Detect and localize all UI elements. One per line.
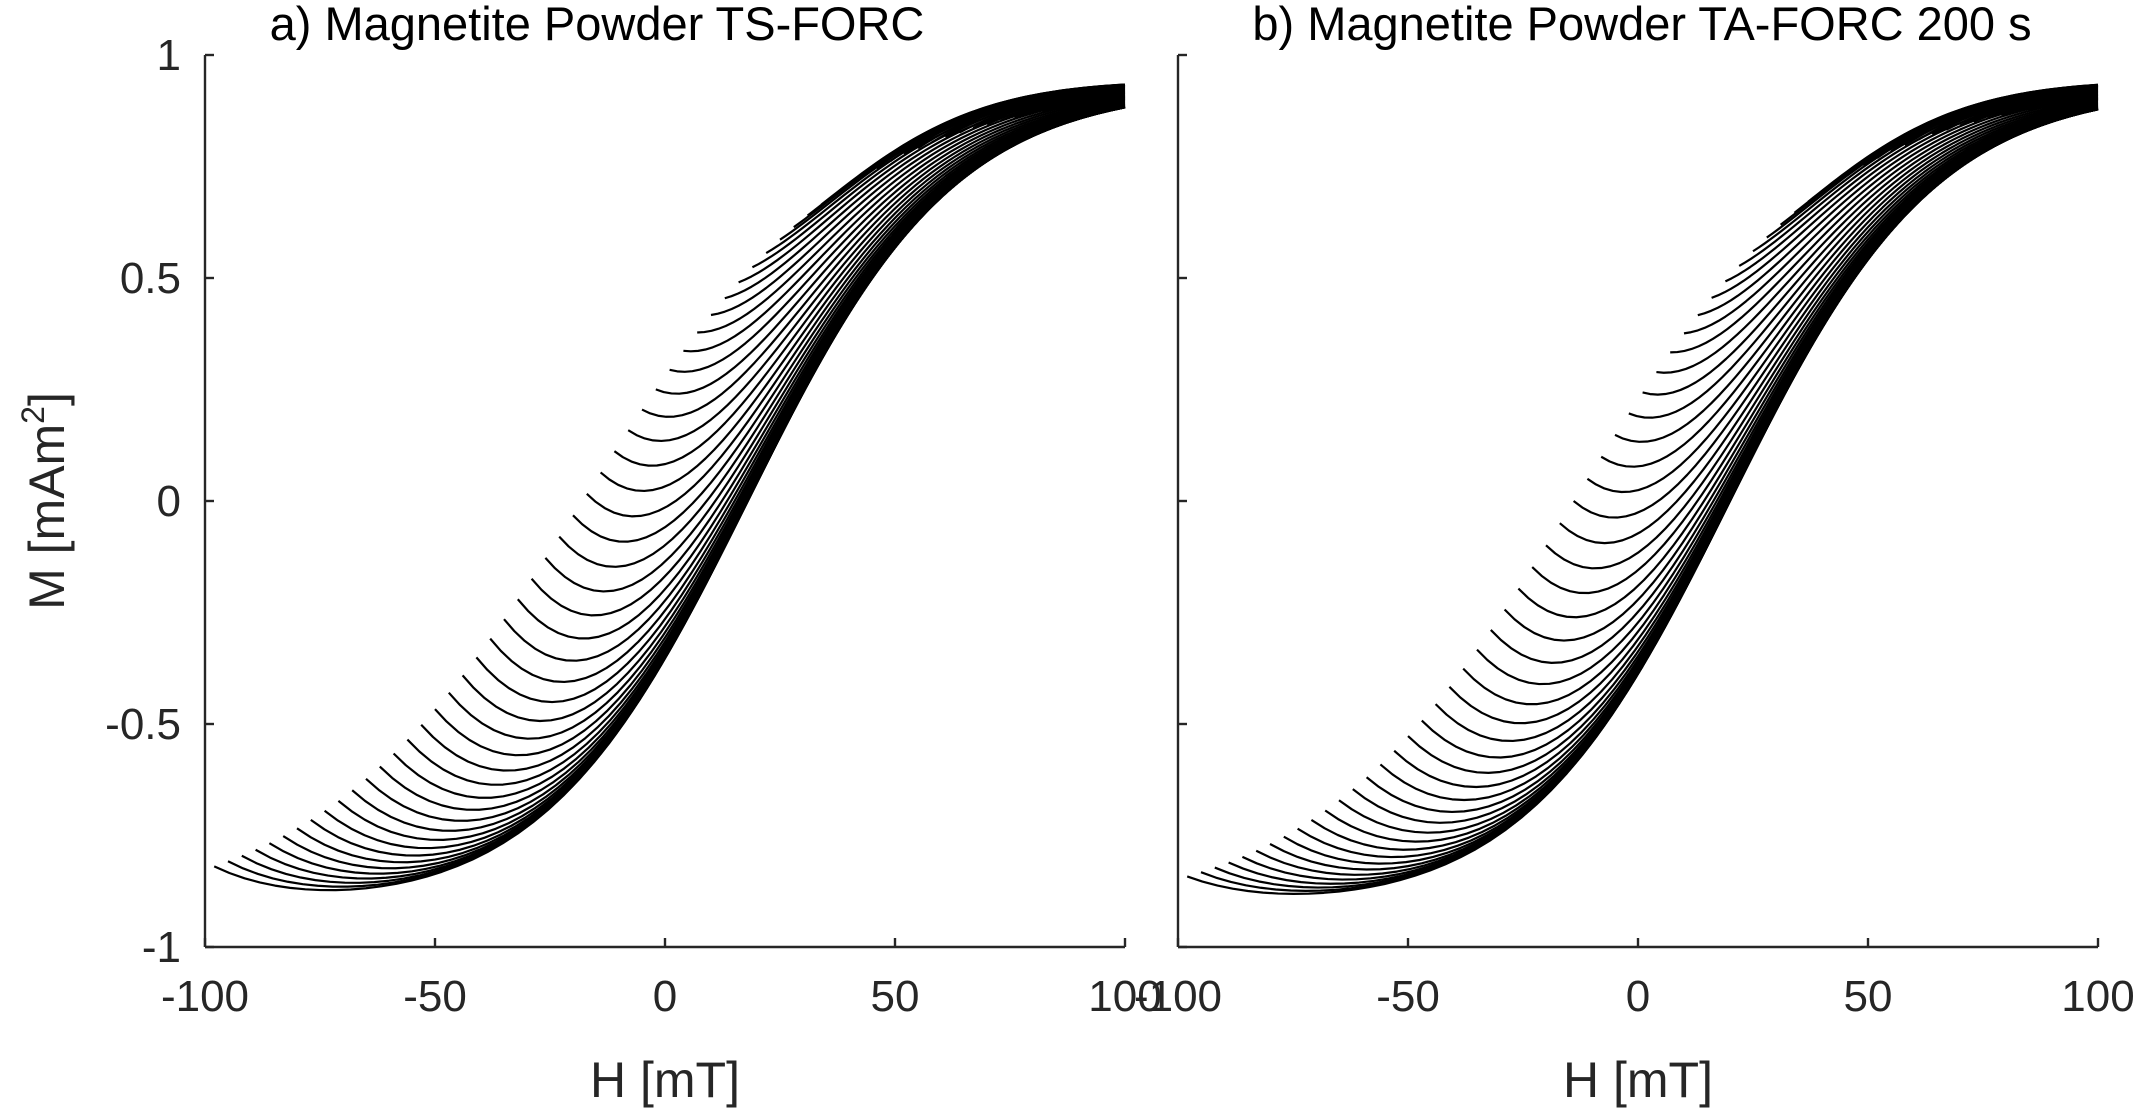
y-axis-label-superscript: 2: [15, 406, 51, 424]
x-tick-label: 100: [2061, 972, 2134, 1021]
forc-curve: [1186, 108, 2099, 895]
y-tick-label: -0.5: [105, 700, 181, 749]
forc-curve: [1973, 90, 2099, 123]
forc-curve: [489, 105, 1126, 684]
forc-curve: [558, 103, 1126, 568]
panel-b-ticks: -100 -50 0 50 100: [1134, 53, 2135, 1021]
forc-curve: [599, 101, 1126, 493]
forc-curve: [1517, 106, 2099, 619]
forc-curve: [544, 103, 1126, 593]
panel-a-x-axis-label: H [mT]: [590, 1052, 740, 1108]
forc-curve: [296, 106, 1126, 864]
forc-curve: [1945, 88, 2099, 131]
forc-curve: [1014, 91, 1126, 119]
forc-curve: [1241, 108, 2099, 881]
x-tick-label: -100: [161, 972, 249, 1021]
y-tick-label: 1: [157, 31, 181, 80]
forc-curve: [282, 106, 1126, 870]
y-tick-label: -1: [142, 923, 181, 972]
forc-curve: [586, 102, 1126, 518]
forc-curve: [516, 104, 1126, 640]
forc-curve: [1110, 98, 1126, 103]
forc-curve: [1545, 104, 2099, 570]
forc-curve: [1255, 108, 2099, 876]
forc-curve: [1476, 107, 2099, 686]
panel-b-curves: [1186, 83, 2099, 895]
panel-a-curves: [213, 83, 1126, 892]
forc-curve: [1586, 102, 2099, 494]
forc-curve: [461, 105, 1126, 723]
x-tick-label: 100: [1088, 972, 1161, 1021]
forc-curve: [641, 98, 1126, 418]
forc-curve: [613, 100, 1126, 467]
y-tick-label: 0: [157, 477, 181, 526]
forc-curve: [1028, 92, 1126, 116]
forc-curve: [475, 105, 1126, 704]
forc-curve: [503, 105, 1126, 662]
forc-curve: [1269, 108, 2099, 871]
forc-curve: [434, 105, 1126, 757]
forc-curve: [1503, 106, 2099, 642]
forc-curve: [530, 104, 1126, 617]
x-tick-label: -50: [1376, 972, 1440, 1021]
forc-curve: [1531, 105, 2099, 595]
panel-b-title: b) Magnetite Powder TA-FORC 200 s: [1252, 0, 2031, 50]
forc-curve: [1214, 108, 2099, 889]
forc-curve: [1490, 106, 2099, 664]
forc-curve: [1572, 103, 2099, 519]
forc-curve: [986, 89, 1126, 126]
x-tick-label: -50: [403, 972, 467, 1021]
forc-curve: [2083, 98, 2099, 103]
forc-curve: [1200, 108, 2099, 892]
panel-a-ticks: -100 -50 0 50 100 1 0.5 0 -0.5 -1: [105, 31, 1162, 1021]
panel-a-y-axis-label: M [mAm2]: [15, 392, 75, 610]
forc-curve: [1324, 108, 2099, 843]
forc-curve: [958, 87, 1126, 134]
forc-curve: [1000, 90, 1126, 122]
x-tick-label: -100: [1134, 972, 1222, 1021]
y-axis-label-main: M [mAm: [19, 424, 75, 610]
forc-curve: [255, 106, 1126, 880]
forc-curve: [1559, 104, 2099, 545]
forc-curve: [1628, 99, 2099, 419]
y-tick-label: 0.5: [120, 254, 181, 303]
panel-b-x-axis-label: H [mT]: [1563, 1052, 1713, 1108]
forc-curve: [2014, 93, 2099, 114]
forc-curve: [227, 106, 1126, 888]
panel-a-ts-forc: a) Magnetite Powder TS-FORC -100 -50 0 50 10…: [15, 0, 1162, 1108]
x-tick-label: 0: [1626, 972, 1650, 1021]
forc-curve: [972, 88, 1126, 130]
forc-curve: [1642, 97, 2099, 396]
x-tick-label: 0: [653, 972, 677, 1021]
panel-b-ta-forc: b) Magnetite Powder TA-FORC 200 s -100 -5…: [1134, 0, 2135, 1108]
forc-curve: [1614, 100, 2099, 443]
forc-curve: [2001, 92, 2099, 117]
forc-curve: [1600, 101, 2099, 468]
forc-curve: [1987, 91, 2099, 120]
forc-curve: [627, 99, 1126, 443]
forc-curve: [655, 97, 1126, 395]
y-axis-label-suffix: ]: [19, 392, 75, 406]
x-tick-label: 50: [1844, 972, 1893, 1021]
forc-curve: [1656, 96, 2099, 374]
forc-curve: [572, 102, 1126, 543]
forc-curve: [310, 106, 1126, 857]
forc-curve: [213, 106, 1126, 892]
forc-curve: [351, 106, 1126, 832]
panel-a-title: a) Magnetite Powder TS-FORC: [270, 0, 925, 50]
x-tick-label: 50: [871, 972, 920, 1021]
forc-curve: [1959, 89, 2099, 127]
